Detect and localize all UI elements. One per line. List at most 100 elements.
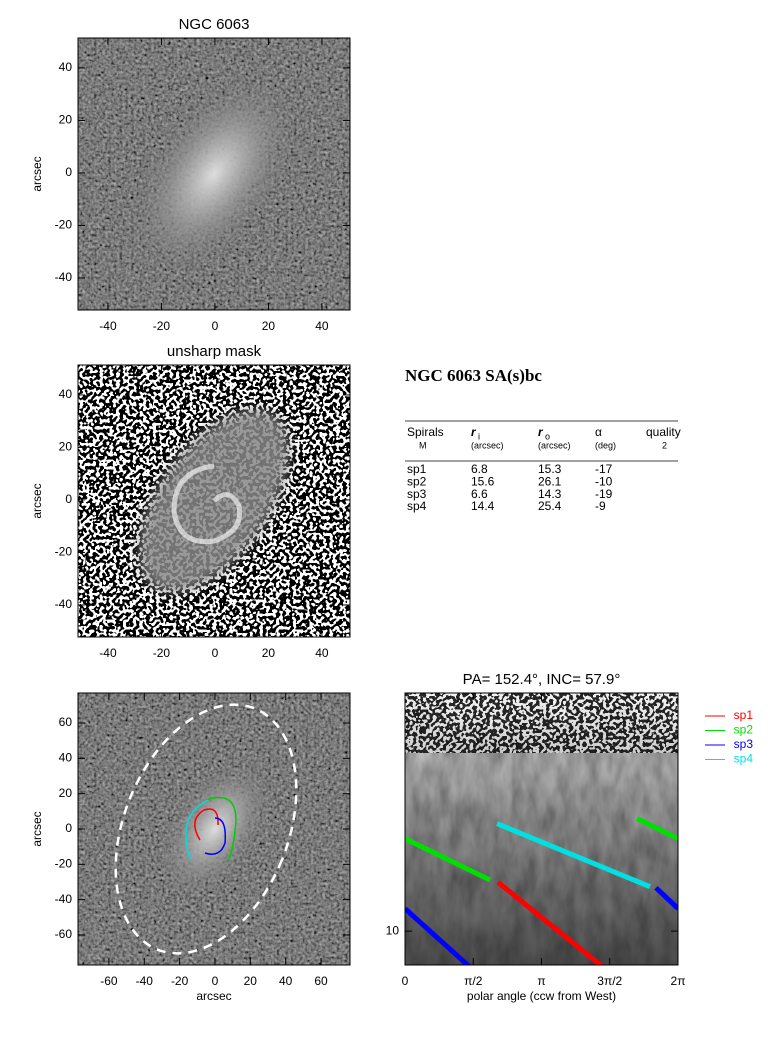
galaxy-light xyxy=(156,758,274,900)
y-axis-label: arcsec xyxy=(30,483,44,518)
legend-label: sp4 xyxy=(734,752,754,766)
x-tick-label: 20 xyxy=(244,974,258,988)
table-cell: 6.8 xyxy=(471,462,488,476)
table-cell: -17 xyxy=(595,462,613,476)
x-tick-label: π/2 xyxy=(464,974,483,988)
y-tick-label: -20 xyxy=(55,218,73,232)
y-tick-label: -60 xyxy=(55,927,73,941)
overlay-arm xyxy=(205,796,237,861)
table-cell: 15.6 xyxy=(471,474,495,488)
column-unit: (arcsec) xyxy=(538,440,571,450)
x-tick-label: π xyxy=(537,974,545,988)
legend-label: sp2 xyxy=(734,723,754,737)
panel-title: NGC 6063 xyxy=(179,16,250,33)
y-tick-label: 20 xyxy=(59,113,73,127)
x-tick-label: 40 xyxy=(315,646,329,660)
table-cell: -10 xyxy=(595,474,613,488)
x-tick-label: -20 xyxy=(153,646,171,660)
spiral-line xyxy=(496,821,651,890)
column-unit: (arcsec) xyxy=(471,440,504,450)
y-axis-label: arcsec xyxy=(30,156,44,191)
x-tick-label: 3π/2 xyxy=(597,974,622,988)
column-unit: 2 xyxy=(662,440,667,450)
polar-fade xyxy=(405,693,678,965)
y-tick-label: 40 xyxy=(59,60,73,74)
x-tick-label: -60 xyxy=(100,974,118,988)
x-axis-label: arcsec xyxy=(196,989,231,1003)
galaxy-light xyxy=(129,72,299,276)
y-tick-label: 10 xyxy=(386,923,400,937)
table-cell: sp3 xyxy=(407,487,427,501)
column-unit: M xyxy=(419,440,427,450)
column-header: Spirals xyxy=(407,425,444,439)
table-cell: sp4 xyxy=(407,499,427,513)
y-tick-label: 40 xyxy=(59,387,73,401)
y-tick-label: 20 xyxy=(59,440,73,454)
x-tick-label: -40 xyxy=(99,646,117,660)
column-subscript: i xyxy=(478,431,480,441)
column-header: r xyxy=(538,425,544,439)
y-tick-label: 60 xyxy=(59,715,73,729)
x-tick-label: 40 xyxy=(279,974,293,988)
spiral-line xyxy=(405,816,678,883)
y-tick-label: 0 xyxy=(65,492,72,506)
spiral-feature xyxy=(171,463,243,545)
y-tick-label: -20 xyxy=(55,545,73,559)
x-tick-label: 0 xyxy=(402,974,409,988)
x-tick-label: 0 xyxy=(212,646,219,660)
x-axis-label: polar angle (ccw from West) xyxy=(467,989,616,1003)
table-cell: -19 xyxy=(595,487,613,501)
table-cell: -9 xyxy=(595,499,606,513)
column-unit: (deg) xyxy=(595,440,616,450)
x-tick-label: 20 xyxy=(262,319,276,333)
x-tick-label: 2π xyxy=(671,974,686,988)
x-tick-label: 60 xyxy=(314,974,328,988)
column-header: r xyxy=(471,425,477,439)
x-tick-label: -20 xyxy=(171,974,189,988)
axes-frame xyxy=(77,37,351,311)
table-cell: 14.3 xyxy=(538,487,562,501)
overlay-arm xyxy=(194,808,219,841)
table-cell: sp2 xyxy=(407,474,427,488)
axes-frame xyxy=(77,364,351,638)
x-tick-label: -40 xyxy=(136,974,154,988)
table-cell: 6.6 xyxy=(471,487,488,501)
table-title: NGC 6063 SA(s)bc xyxy=(405,366,542,385)
column-subscript: o xyxy=(545,431,550,441)
y-tick-label: 0 xyxy=(65,821,72,835)
overlay-arm xyxy=(204,817,227,855)
x-tick-label: 40 xyxy=(315,319,329,333)
x-tick-label: -20 xyxy=(153,319,171,333)
column-header: α xyxy=(595,425,602,439)
table-cell: 26.1 xyxy=(538,474,562,488)
overlay-arm xyxy=(185,799,209,861)
spiral-line xyxy=(405,885,678,965)
y-tick-label: -40 xyxy=(55,892,73,906)
column-header: quality xyxy=(646,425,681,439)
table-cell: sp1 xyxy=(407,462,427,476)
y-tick-label: -40 xyxy=(55,270,73,284)
x-tick-label: 20 xyxy=(262,646,276,660)
x-tick-label: -40 xyxy=(99,319,117,333)
aperture-ellipse xyxy=(114,703,298,955)
y-tick-label: 0 xyxy=(65,165,72,179)
y-tick-label: 20 xyxy=(59,786,73,800)
panel-title: PA= 152.4°, INC= 57.9° xyxy=(463,671,621,688)
table-cell: 14.4 xyxy=(471,499,495,513)
x-tick-label: 0 xyxy=(212,319,219,333)
spiral-line xyxy=(496,880,605,965)
table-cell: 25.4 xyxy=(538,499,562,513)
y-tick-label: 40 xyxy=(59,751,73,765)
y-axis-label: arcsec xyxy=(30,811,44,846)
y-tick-label: -40 xyxy=(55,597,73,611)
x-tick-label: 0 xyxy=(212,974,219,988)
legend-label: sp1 xyxy=(734,708,754,722)
table-cell: 15.3 xyxy=(538,462,562,476)
y-tick-label: -20 xyxy=(55,856,73,870)
legend-label: sp3 xyxy=(734,737,754,751)
plot-lines xyxy=(405,816,678,965)
panel-title: unsharp mask xyxy=(167,343,262,360)
